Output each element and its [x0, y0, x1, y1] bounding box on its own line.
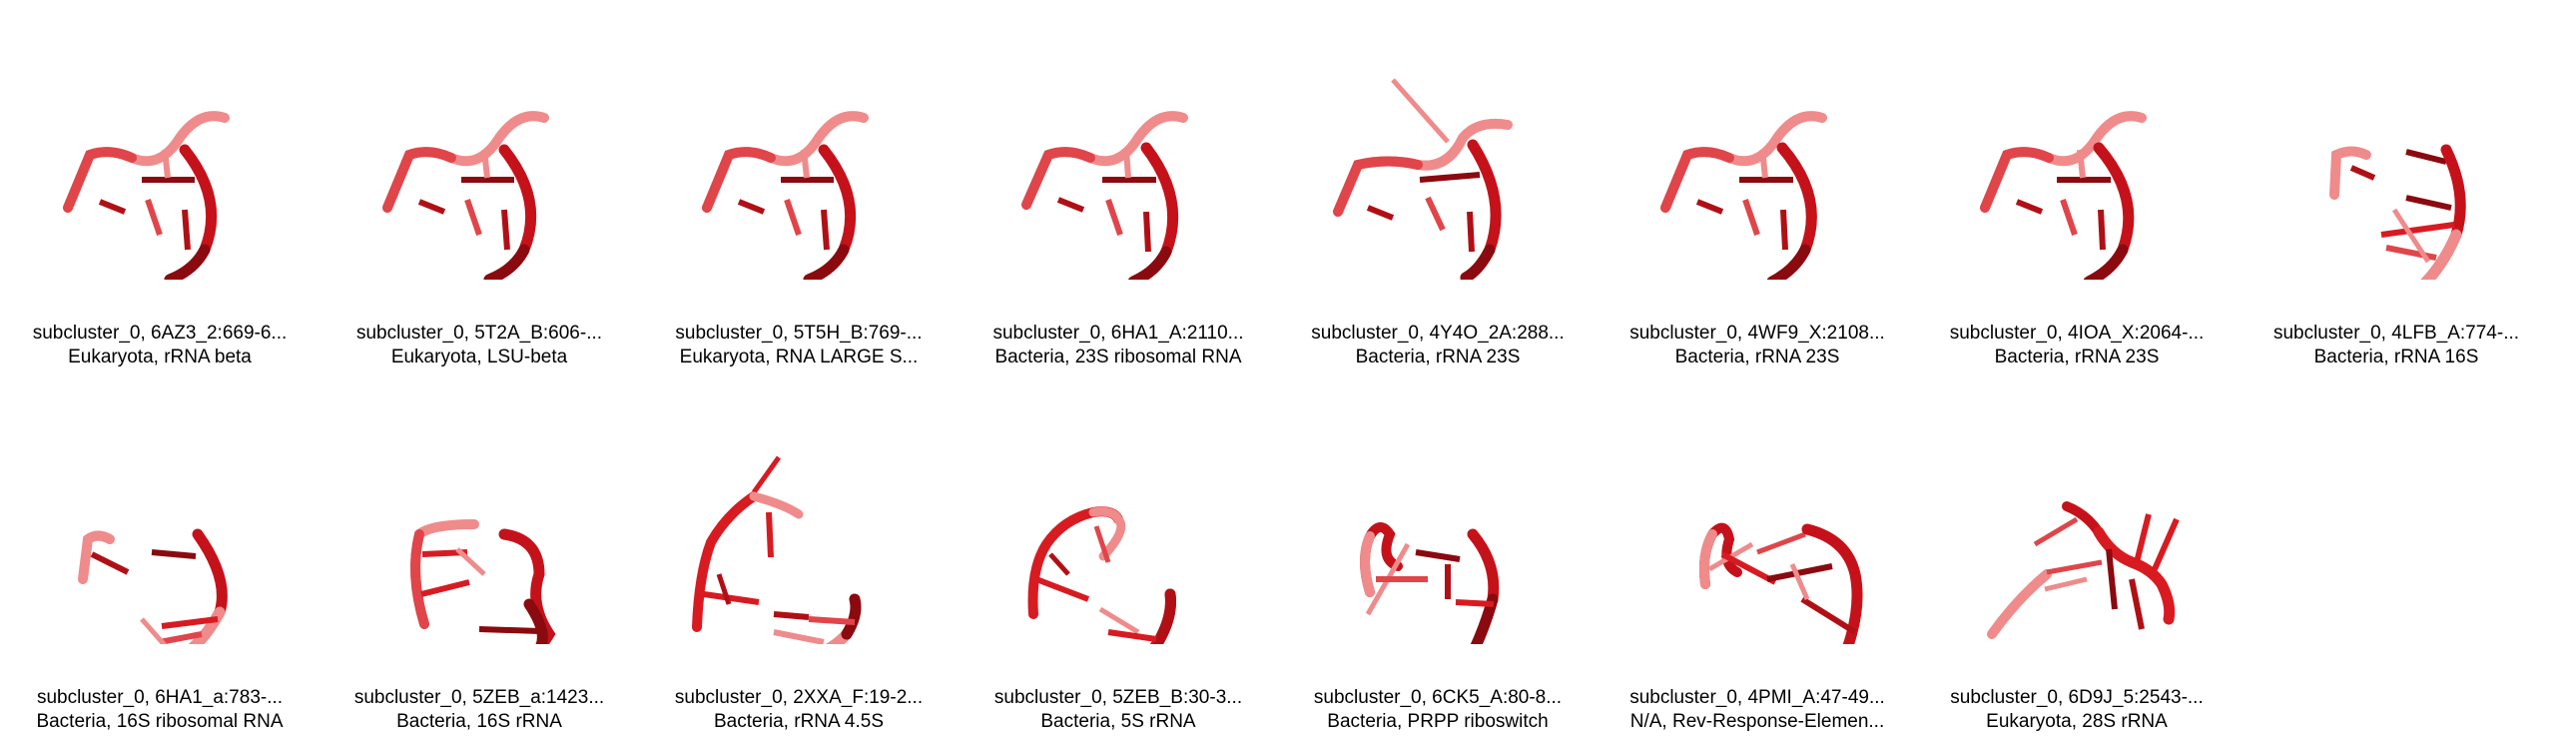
- tile-caption: subcluster_0, 5T5H_B:769-... Eukaryota, …: [639, 322, 959, 370]
- structure-subtitle: Bacteria, rRNA 16S: [2313, 347, 2479, 368]
- rna-3d-structure-icon: [20, 30, 300, 280]
- tile-caption: subcluster_0, 5ZEB_a:1423... Bacteria, 1…: [320, 686, 639, 734]
- structure-title: subcluster_0, 6HA1_a:783-...: [36, 687, 284, 708]
- gallery-tile[interactable]: subcluster_0, 5ZEB_B:30-3... Bacteria, 5…: [959, 365, 1278, 732]
- rna-3d-structure-icon: [659, 394, 939, 644]
- structure-subtitle: Eukaryota, LSU-beta: [390, 347, 568, 368]
- gallery-tile[interactable]: subcluster_0, 4WF9_X:2108... Bacteria, r…: [1598, 0, 1917, 368]
- structure-subtitle: Bacteria, rRNA 23S: [1355, 347, 1521, 368]
- structure-title: subcluster_0, 6HA1_A:2110...: [992, 323, 1244, 344]
- structure-subtitle: Bacteria, PRPP riboswitch: [1327, 711, 1549, 732]
- rna-3d-structure-icon: [978, 394, 1258, 644]
- gallery-tile[interactable]: subcluster_0, 6AZ3_2:669-6... Eukaryota,…: [0, 0, 320, 368]
- structure-title: subcluster_0, 4WF9_X:2108...: [1629, 323, 1885, 344]
- gallery-tile[interactable]: subcluster_0, 6HA1_a:783-... Bacteria, 1…: [0, 365, 320, 732]
- gallery-tile[interactable]: subcluster_0, 5ZEB_a:1423... Bacteria, 1…: [320, 365, 639, 732]
- rna-3d-structure-icon: [339, 30, 619, 280]
- gallery-tile[interactable]: subcluster_0, 4IOA_X:2064-... Bacteria, …: [1917, 0, 2237, 368]
- structure-subtitle: Bacteria, rRNA 4.5S: [713, 711, 885, 732]
- rna-3d-structure-icon: [1298, 30, 1578, 280]
- structure-title: subcluster_0, 2XXA_F:19-2...: [674, 687, 924, 708]
- gallery-tile[interactable]: subcluster_0, 4LFB_A:774-... Bacteria, r…: [2237, 0, 2556, 368]
- rna-3d-structure-icon: [1937, 30, 2217, 280]
- tile-caption: subcluster_0, 4LFB_A:774-... Bacteria, r…: [2237, 322, 2556, 370]
- structure-title: subcluster_0, 6D9J_5:2543-...: [1950, 687, 2204, 708]
- rna-3d-structure-icon: [659, 30, 939, 280]
- tile-caption: subcluster_0, 2XXA_F:19-2... Bacteria, r…: [639, 686, 959, 734]
- tile-caption: subcluster_0, 4WF9_X:2108... Bacteria, r…: [1598, 322, 1917, 370]
- rna-3d-structure-icon: [1617, 30, 1897, 280]
- structure-title: subcluster_0, 6AZ3_2:669-6...: [32, 323, 288, 344]
- rna-3d-structure-icon: [1298, 394, 1578, 644]
- structure-subtitle: Bacteria, 16S rRNA: [396, 711, 562, 732]
- structure-subtitle: Bacteria, 5S rRNA: [1040, 711, 1196, 732]
- tile-caption: subcluster_0, 5ZEB_B:30-3... Bacteria, 5…: [959, 686, 1278, 734]
- structure-title: subcluster_0, 4LFB_A:774-...: [2272, 323, 2520, 344]
- structure-subtitle: N/A, Rev-Response-Elemen...: [1629, 711, 1885, 732]
- gallery-tile[interactable]: subcluster_0, 5T2A_B:606-... Eukaryota, …: [320, 0, 639, 368]
- structure-title: subcluster_0, 4PMI_A:47-49...: [1629, 687, 1885, 708]
- gallery-tile[interactable]: subcluster_0, 2XXA_F:19-2... Bacteria, r…: [639, 365, 959, 732]
- structure-title: subcluster_0, 5ZEB_B:30-3...: [993, 687, 1243, 708]
- gallery-tile[interactable]: subcluster_0, 4PMI_A:47-49... N/A, Rev-R…: [1598, 365, 1917, 732]
- rna-3d-structure-icon: [2256, 30, 2536, 280]
- structure-subtitle: Eukaryota, rRNA beta: [68, 347, 252, 368]
- gallery-tile[interactable]: subcluster_0, 6D9J_5:2543-... Eukaryota,…: [1917, 365, 2237, 732]
- structure-title: subcluster_0, 5T5H_B:769-...: [675, 323, 923, 344]
- rna-3d-structure-icon: [978, 30, 1258, 280]
- gallery-tile[interactable]: subcluster_0, 6CK5_A:80-8... Bacteria, P…: [1278, 365, 1598, 732]
- gallery-tile[interactable]: subcluster_0, 5T5H_B:769-... Eukaryota, …: [639, 0, 959, 368]
- structure-subtitle: Eukaryota, 28S rRNA: [1986, 711, 2168, 732]
- rna-3d-structure-icon: [1937, 394, 2217, 644]
- tile-caption: subcluster_0, 6HA1_A:2110... Bacteria, 2…: [959, 322, 1278, 370]
- tile-caption: subcluster_0, 6AZ3_2:669-6... Eukaryota,…: [0, 322, 320, 370]
- structure-title: subcluster_0, 4IOA_X:2064-...: [1949, 323, 2205, 344]
- gallery-tile[interactable]: subcluster_0, 6HA1_A:2110... Bacteria, 2…: [959, 0, 1278, 368]
- structure-subtitle: Bacteria, rRNA 23S: [1674, 347, 1840, 368]
- tile-caption: subcluster_0, 6D9J_5:2543-... Eukaryota,…: [1917, 686, 2237, 734]
- gallery-tile[interactable]: subcluster_0, 4Y4O_2A:288... Bacteria, r…: [1278, 0, 1598, 368]
- structure-subtitle: Bacteria, rRNA 23S: [1994, 347, 2160, 368]
- structure-title: subcluster_0, 5ZEB_a:1423...: [353, 687, 605, 708]
- rna-3d-structure-icon: [339, 394, 619, 644]
- tile-caption: subcluster_0, 4PMI_A:47-49... N/A, Rev-R…: [1598, 686, 1917, 734]
- tile-caption: subcluster_0, 4IOA_X:2064-... Bacteria, …: [1917, 322, 2237, 370]
- tile-caption: subcluster_0, 6HA1_a:783-... Bacteria, 1…: [0, 686, 320, 734]
- structure-subtitle: Eukaryota, RNA LARGE S...: [679, 347, 919, 368]
- structure-subtitle: Bacteria, 23S ribosomal RNA: [994, 347, 1242, 368]
- structure-subtitle: Bacteria, 16S ribosomal RNA: [36, 711, 284, 732]
- structure-title: subcluster_0, 6CK5_A:80-8...: [1313, 687, 1563, 708]
- rna-3d-structure-icon: [1617, 394, 1897, 644]
- tile-caption: subcluster_0, 5T2A_B:606-... Eukaryota, …: [320, 322, 639, 370]
- rna-3d-structure-icon: [20, 394, 300, 644]
- tile-caption: subcluster_0, 6CK5_A:80-8... Bacteria, P…: [1278, 686, 1598, 734]
- structure-title: subcluster_0, 4Y4O_2A:288...: [1311, 323, 1565, 344]
- structure-title: subcluster_0, 5T2A_B:606-...: [355, 323, 603, 344]
- tile-caption: subcluster_0, 4Y4O_2A:288... Bacteria, r…: [1278, 322, 1598, 370]
